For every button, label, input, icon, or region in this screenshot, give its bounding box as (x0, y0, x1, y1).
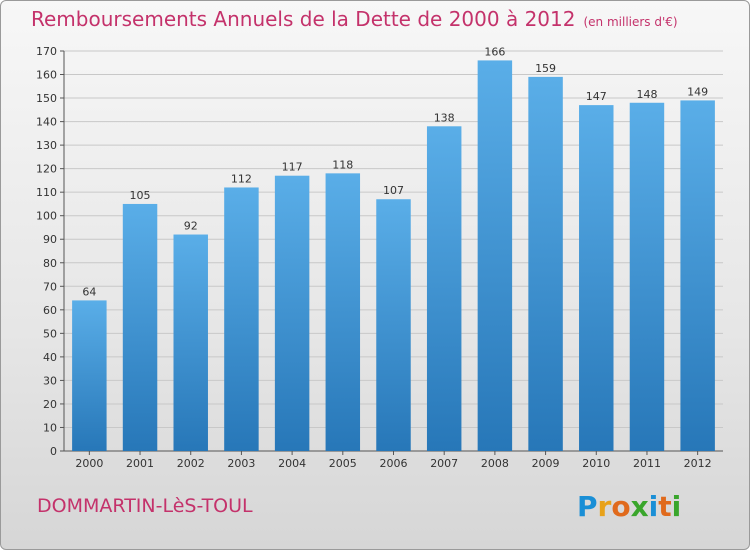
x-tick-label-2000: 2000 (75, 457, 103, 470)
x-tick-label-2005: 2005 (329, 457, 357, 470)
logo-letter: i (671, 490, 682, 523)
y-tick-label: 40 (43, 351, 57, 364)
x-tick-label-2001: 2001 (126, 457, 154, 470)
x-tick-label-2008: 2008 (481, 457, 509, 470)
bars (72, 60, 715, 452)
bar-2003 (224, 187, 259, 451)
data-label-2004: 117 (282, 161, 303, 174)
bar-2006 (376, 199, 411, 451)
bar-2001 (122, 203, 158, 451)
location-name: DOMMARTIN-LèS-TOUL (37, 495, 253, 517)
bar-2002 (173, 234, 208, 451)
logo-letter: r (597, 490, 612, 523)
data-label-2005: 118 (332, 158, 353, 171)
data-label-2006: 107 (383, 184, 404, 197)
y-tick-label: 140 (36, 116, 57, 129)
y-tick-label: 50 (43, 327, 57, 340)
bar-2005 (325, 173, 361, 451)
y-tick-label: 20 (43, 398, 57, 411)
x-tick-label-2004: 2004 (278, 457, 306, 470)
x-tick-label-2006: 2006 (380, 457, 408, 470)
y-tick-label: 160 (36, 69, 57, 82)
x-tick-label-2011: 2011 (633, 457, 661, 470)
bar-2012 (680, 100, 715, 451)
x-tick-label-2012: 2012 (684, 457, 712, 470)
chart-title: Remboursements Annuels de la Dette de 20… (31, 7, 678, 31)
x-tick-label-2003: 2003 (227, 457, 255, 470)
y-tick-label: 10 (43, 421, 57, 434)
data-label-2000: 64 (82, 285, 96, 298)
data-label-2003: 112 (231, 172, 252, 185)
data-label-2007: 138 (434, 111, 455, 124)
data-label-2001: 105 (130, 189, 151, 202)
x-tick-label-2007: 2007 (430, 457, 458, 470)
y-tick-label: 70 (43, 280, 57, 293)
y-tick-labels: 0 10 20 30 40 50 60 70 80 90 100 110 120 130 140 150 160… (36, 45, 57, 458)
x-tick-label-2002: 2002 (177, 457, 205, 470)
bar-2007 (426, 126, 462, 451)
logo-letter: t (658, 490, 672, 523)
y-tick-label: 30 (43, 374, 57, 387)
bar-2011 (629, 102, 665, 451)
x-tick-label-2009: 2009 (532, 457, 560, 470)
logo-letter: o (611, 490, 631, 523)
y-tick-label: 110 (36, 186, 57, 199)
y-tick-label: 90 (43, 233, 57, 246)
y-tick-label: 130 (36, 139, 57, 152)
y-tick-label: 150 (36, 92, 57, 105)
data-label-2012: 149 (687, 85, 708, 98)
data-label-2008: 166 (484, 45, 505, 58)
y-tick-label: 170 (36, 45, 57, 58)
bar-2010 (579, 105, 614, 451)
proxiti-logo: Proxiti (577, 490, 681, 523)
data-labels: 64 105 92 112 117 118 107 138 166 159 147 148 149 (82, 45, 708, 298)
x-tick-labels: 2000 2001 2002 2003 2004 2005 2006 2007 2008 2009… (75, 451, 712, 470)
y-tick-label: 0 (50, 445, 57, 458)
data-label-2010: 147 (586, 90, 607, 103)
data-label-2009: 159 (535, 62, 556, 75)
bar-2004 (274, 175, 310, 452)
x-tick-label-2010: 2010 (582, 457, 610, 470)
bar-2009 (528, 76, 563, 451)
chart-title-text: Remboursements Annuels de la Dette de 20… (31, 7, 576, 31)
data-label-2002: 92 (184, 220, 198, 233)
y-tick-label: 120 (36, 163, 57, 176)
y-tick-label: 60 (43, 304, 57, 317)
chart-unit: (en milliers d'€) (583, 15, 678, 29)
data-label-2011: 148 (636, 88, 657, 101)
y-tick-label: 80 (43, 257, 57, 270)
logo-letter: i (648, 490, 659, 523)
y-tick-label: 100 (36, 210, 57, 223)
logo-letter: P (577, 490, 598, 523)
logo-letter: x (630, 490, 649, 523)
bar-2000 (72, 300, 107, 451)
bar-2008 (477, 60, 513, 451)
